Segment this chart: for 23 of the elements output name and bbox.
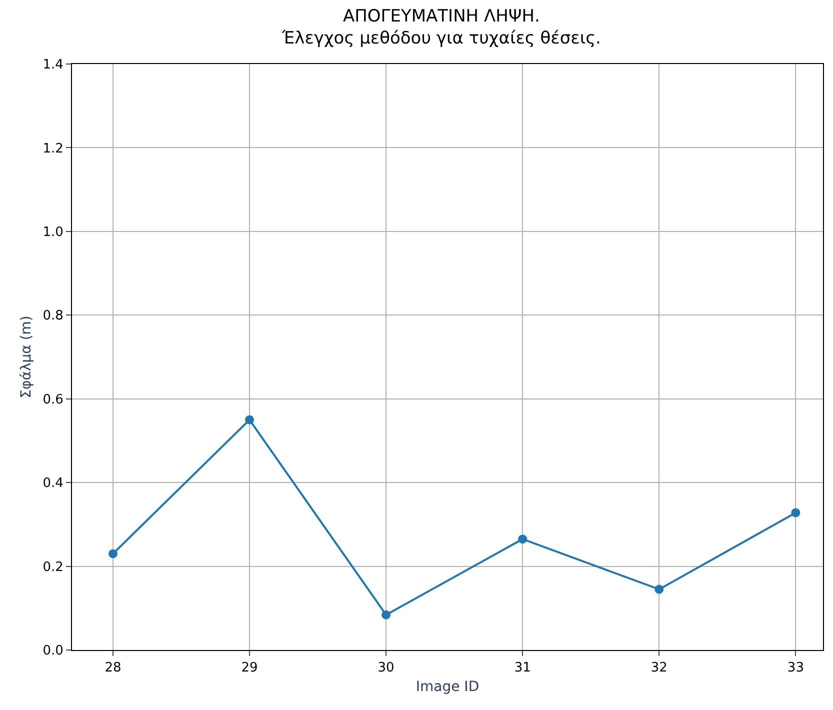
y-tick-label: 1.4 <box>42 58 64 73</box>
y-tick-label: 0.0 <box>42 644 64 659</box>
y-axis-title: Σφάλμα (m) <box>18 316 34 398</box>
point <box>245 415 254 424</box>
point <box>791 508 800 518</box>
x-tick-label: 30 <box>378 660 394 676</box>
y-tick-label: 0.2 <box>42 560 64 575</box>
x-tick-label: 29 <box>241 660 258 676</box>
x-tick-label: 28 <box>104 660 122 676</box>
point <box>518 534 528 544</box>
x-axis-title: Image ID <box>416 678 480 695</box>
point <box>654 584 664 594</box>
y-tick-label: 0.6 <box>42 392 64 408</box>
y-tick-label: 0.8 <box>42 308 64 324</box>
point <box>108 549 118 558</box>
x-tick-label: 31 <box>514 660 531 676</box>
x-tick-label: 33 <box>787 660 804 676</box>
y-tick-label: 1.0 <box>42 224 64 240</box>
x-tick-label: 32 <box>650 660 668 676</box>
chart-title: ΑΠΟΓΕΥΜΑΤΙΝΗ ΛΗΨΗ. Έλεγχος μεθόδου για τυχαίες θέσεις. <box>281 6 601 48</box>
y-tick-label: 0.4 <box>42 476 64 492</box>
y-tick-label: 1.2 <box>42 141 64 156</box>
point <box>382 610 391 620</box>
